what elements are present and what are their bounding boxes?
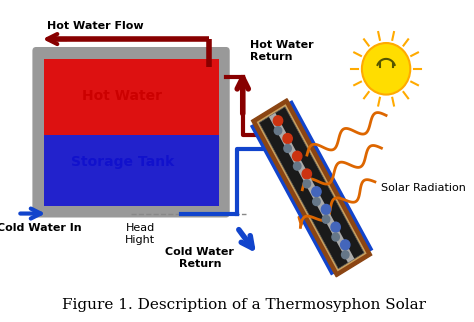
Polygon shape [252, 99, 372, 277]
Circle shape [313, 198, 320, 205]
Circle shape [342, 251, 349, 259]
Circle shape [302, 169, 311, 179]
Circle shape [303, 180, 310, 188]
Text: Storage Tank: Storage Tank [71, 155, 174, 169]
Circle shape [332, 233, 339, 241]
Text: Head
Hight: Head Hight [125, 223, 155, 245]
Text: Figure 1. Description of a Thermosyphon Solar: Figure 1. Description of a Thermosyphon … [62, 298, 426, 312]
Circle shape [331, 222, 340, 232]
Text: Solar Radiation: Solar Radiation [381, 183, 466, 193]
Text: Hot Water: Hot Water [82, 89, 162, 103]
Bar [44, 135, 219, 206]
Polygon shape [269, 113, 355, 263]
Circle shape [283, 134, 292, 144]
Polygon shape [259, 107, 364, 269]
Circle shape [293, 162, 301, 170]
Circle shape [312, 187, 321, 197]
Circle shape [322, 215, 330, 223]
Circle shape [274, 127, 282, 135]
Circle shape [284, 145, 292, 152]
Polygon shape [256, 104, 366, 271]
Text: Hot Water
Return: Hot Water Return [250, 40, 314, 62]
Circle shape [321, 204, 331, 214]
Text: Cold Water
Return: Cold Water Return [165, 248, 234, 269]
Circle shape [341, 240, 350, 250]
FancyBboxPatch shape [32, 47, 230, 217]
Text: Hot Water Flow: Hot Water Flow [47, 21, 144, 31]
Circle shape [273, 116, 283, 126]
Text: Cold Water In: Cold Water In [0, 223, 82, 233]
Circle shape [292, 151, 302, 161]
Bar [44, 59, 219, 135]
Circle shape [362, 43, 410, 95]
